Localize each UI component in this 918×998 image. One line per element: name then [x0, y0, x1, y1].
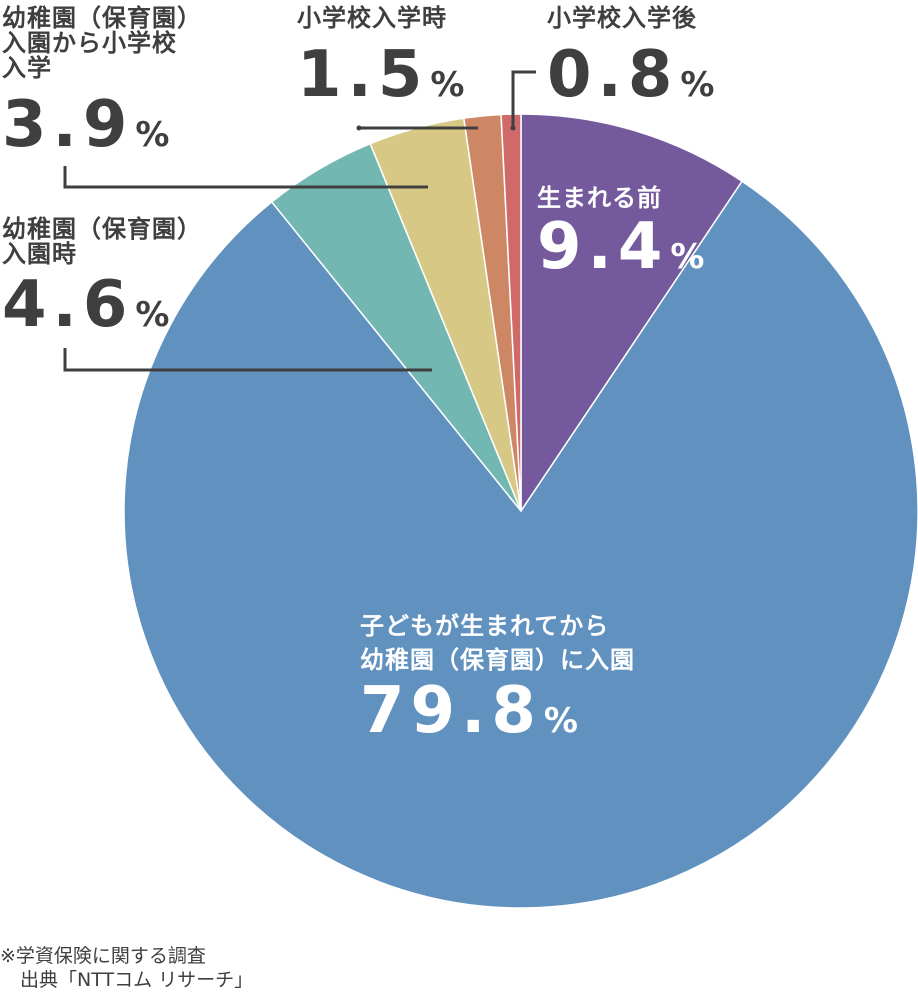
label-kinder-entry-value: 4.6 [2, 268, 134, 342]
label-after-birth-category-line1: 子どもが生まれてから [360, 612, 610, 640]
footnote-source: 出典「NTTコム リサーチ」 [20, 969, 254, 991]
label-after-birth-category-line2: 幼稚園（保育園）に入園 [360, 646, 635, 674]
leader-line-after-school [511, 70, 536, 128]
label-before-birth-value-wrap: 9.4% [537, 215, 704, 289]
label-after-school: 小学校入学後 0.8% [547, 6, 714, 117]
leader-line-kinder-to-school [63, 166, 428, 189]
label-school-entry-value: 1.5 [297, 38, 429, 112]
label-school-entry-unit: % [430, 65, 465, 105]
label-kinder-to-school-value-wrap: 3.9% [2, 93, 202, 167]
slice-before-birth [520, 113, 744, 514]
label-after-birth-value-wrap: 79.8% [360, 679, 635, 753]
pie-slices [123, 113, 918, 909]
label-after-birth: 子どもが生まれてから 幼稚園（保育園）に入園 79.8% [360, 614, 635, 753]
leader-dot-after-school [510, 125, 516, 131]
slice-after-school [500, 113, 522, 512]
label-after-school-unit: % [680, 65, 715, 105]
label-kinder-to-school-value: 3.9 [2, 88, 134, 162]
label-kinder-entry-category-line2: 入園時 [2, 240, 77, 268]
label-kinder-to-school-category-line1: 幼稚園（保育園） [2, 4, 202, 32]
label-before-birth-category: 生まれる前 [537, 184, 662, 212]
label-after-birth-unit: % [543, 701, 578, 741]
footnote: ※学資保険に関する調査 出典「NTTコム リサーチ」 [0, 944, 253, 992]
slice-after-birth [123, 180, 918, 909]
label-before-birth-unit: % [670, 237, 705, 277]
label-kinder-to-school: 幼稚園（保育園） 入園から小学校 入学 3.9% [2, 6, 202, 167]
leader-lines [63, 70, 536, 372]
label-before-birth-value: 9.4 [537, 210, 669, 284]
label-kinder-entry-value-wrap: 4.6% [2, 273, 202, 347]
label-after-birth-value: 79.8 [360, 674, 542, 748]
label-after-school-category: 小学校入学後 [547, 4, 697, 32]
leader-dot-school-entry [356, 125, 362, 131]
footnote-survey: ※学資保険に関する調査 [0, 945, 206, 967]
label-kinder-to-school-category-line3: 入学 [2, 54, 52, 82]
label-after-school-value: 0.8 [547, 38, 679, 112]
label-kinder-entry: 幼稚園（保育園） 入園時 4.6% [2, 217, 202, 347]
label-school-entry-value-wrap: 1.5% [297, 43, 464, 117]
label-school-entry: 小学校入学時 1.5% [297, 6, 464, 117]
label-kinder-entry-unit: % [135, 295, 170, 335]
label-before-birth: 生まれる前 9.4% [537, 186, 704, 289]
label-kinder-to-school-unit: % [135, 115, 170, 155]
label-kinder-to-school-category-line2: 入園から小学校 [2, 29, 177, 57]
label-kinder-entry-category-line1: 幼稚園（保育園） [2, 215, 202, 243]
label-school-entry-category: 小学校入学時 [297, 4, 447, 32]
leader-line-kinder-entry [63, 348, 432, 372]
label-after-school-value-wrap: 0.8% [547, 43, 714, 117]
